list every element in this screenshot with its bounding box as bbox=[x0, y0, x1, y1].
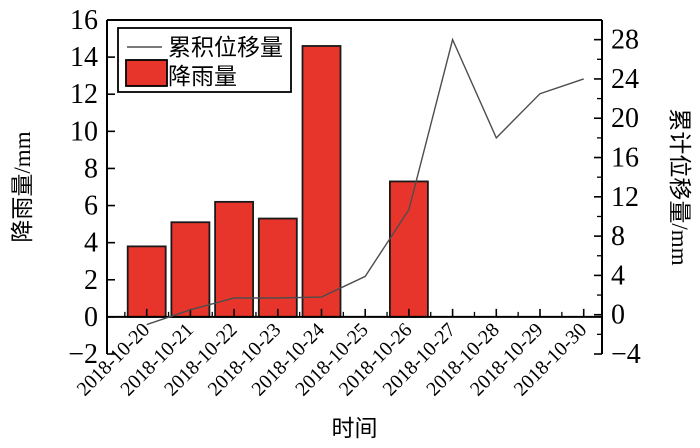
left-axis-title: 降雨量/mm bbox=[10, 131, 35, 242]
right-tick-label: 28 bbox=[611, 25, 639, 56]
right-axis-ticks bbox=[594, 19, 602, 355]
plot-frame bbox=[106, 19, 603, 354]
right-axis-labels: −4 0 4 8 12 16 20 24 28 bbox=[611, 25, 641, 370]
left-tick-label: 8 bbox=[84, 153, 98, 184]
legend-label-rainfall: 降雨量 bbox=[168, 64, 237, 89]
right-tick-label: 0 bbox=[611, 300, 625, 331]
rainfall-bar bbox=[214, 200, 255, 318]
right-tick-label: 24 bbox=[611, 64, 639, 95]
rainfall-bar bbox=[388, 180, 429, 318]
rainfall-bar bbox=[257, 217, 298, 318]
right-axis-title: 累计位移量/mm bbox=[667, 108, 692, 265]
rainfall-bar bbox=[126, 245, 167, 318]
left-tick-label: 4 bbox=[84, 228, 98, 259]
legend-bar-marker bbox=[125, 59, 168, 87]
right-tick-label: 12 bbox=[611, 182, 639, 213]
right-tick-label: 4 bbox=[611, 260, 625, 291]
right-tick-label: 8 bbox=[611, 221, 625, 252]
rainfall-bars bbox=[126, 45, 429, 318]
right-tick-label: 16 bbox=[611, 143, 639, 174]
left-axis-labels: −2 0 2 4 6 8 10 12 14 16 bbox=[68, 5, 98, 370]
left-tick-label: 2 bbox=[84, 265, 98, 296]
x-tick-labels: 2018-10-202018-10-212018-10-222018-10-23… bbox=[73, 319, 592, 401]
left-tick-label: 12 bbox=[70, 79, 98, 110]
rainfall-bar bbox=[170, 221, 211, 318]
x-axis-title: 时间 bbox=[332, 416, 378, 441]
left-tick-label: 0 bbox=[84, 302, 98, 333]
displacement-line bbox=[146, 37, 584, 326]
right-tick-label: 20 bbox=[611, 103, 639, 134]
left-tick-label: −2 bbox=[68, 339, 98, 370]
rainfall-bar bbox=[301, 45, 342, 318]
left-tick-label: 10 bbox=[70, 116, 98, 147]
left-tick-label: 6 bbox=[84, 191, 98, 222]
left-tick-label: 14 bbox=[70, 42, 98, 73]
legend-label-displacement: 累积位移量 bbox=[168, 35, 283, 60]
left-tick-label: 16 bbox=[70, 5, 98, 36]
left-axis-ticks bbox=[107, 19, 115, 355]
right-tick-label: −4 bbox=[611, 339, 641, 370]
